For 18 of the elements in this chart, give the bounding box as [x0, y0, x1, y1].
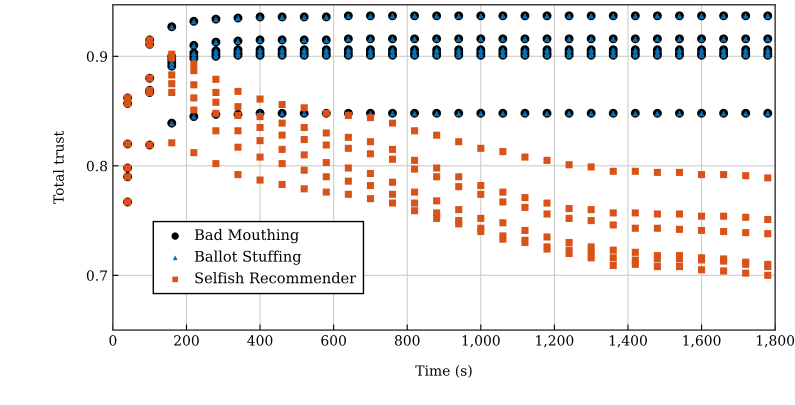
x-tick-label: 1,000: [462, 335, 500, 348]
y-tick-label: 0.8: [86, 160, 108, 172]
y-axis-title: Total trust: [53, 131, 64, 204]
x-tick-label: 1,600: [683, 335, 720, 348]
legend-label: Ballot Stuffing: [194, 250, 302, 265]
x-tick-label: 400: [247, 335, 272, 346]
x-tick-label: 1,200: [536, 335, 574, 348]
x-tick-label: 1,800: [756, 335, 794, 348]
y-tick-label: 0.9: [86, 51, 108, 62]
x-tick-label: 600: [321, 335, 346, 346]
x-tick-label: 200: [174, 335, 199, 346]
x-tick-label: 1,400: [610, 335, 647, 348]
y-tick-label: 0.7: [86, 270, 108, 281]
legend-label: Bad Mouthing: [194, 228, 299, 244]
x-tick-label: 0: [109, 335, 116, 346]
x-axis-title: Time (s): [415, 365, 472, 378]
legend-label: Selfish Recommender: [195, 272, 356, 284]
x-tick-label: 800: [394, 335, 420, 346]
